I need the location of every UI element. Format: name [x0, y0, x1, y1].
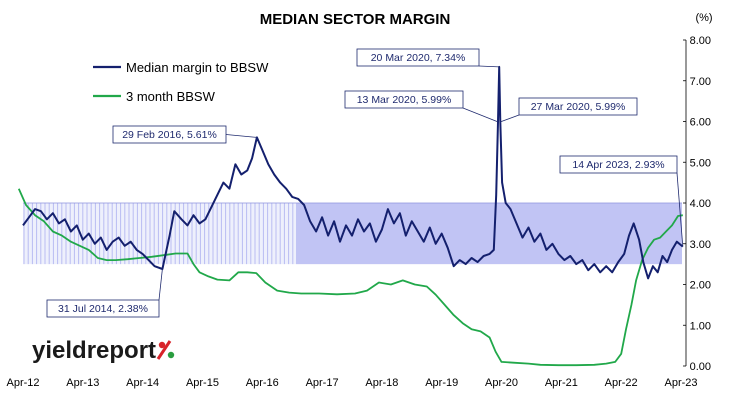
annotation-box: [344, 90, 464, 109]
annotation-box: [46, 299, 160, 318]
x-tick-label: Apr-12: [6, 377, 39, 389]
annotations: 20 Mar 2020, 7.34% 13 Mar 2020, 5.99% 27 M…: [46, 48, 684, 318]
series-line-bbsw: [17, 188, 683, 367]
y-tick-label: 5.00: [690, 157, 711, 169]
annotation-leader: [676, 172, 684, 247]
x-tick-label: Apr-16: [246, 377, 279, 389]
annotation-label: 14 Apr 2023, 2.93%: [572, 159, 664, 171]
annotation-box: [559, 155, 678, 174]
annotation-box: [518, 97, 638, 116]
x-tick-label: Apr-15: [186, 377, 219, 389]
annotation-label: 27 Mar 2020, 5.99%: [531, 101, 626, 113]
x-tick-label: Apr-13: [66, 377, 99, 389]
logo-percent-icon: [156, 340, 175, 360]
y-tick-label: 0.00: [690, 361, 711, 373]
y-tick-label: 4.00: [690, 198, 711, 210]
x-axis-ticks: Apr-12 Apr-13 Apr-14 Apr-15 Apr-16 Apr-17 Apr-…: [6, 377, 697, 389]
x-tick-label: Apr-19: [425, 377, 458, 389]
x-tick-label: Apr-23: [664, 377, 697, 389]
y-tick-label: 1.00: [690, 320, 711, 332]
y-axis-ticks: 0.00 1.00 2.00 3.00 4.00 5.00 6.00 7.00 8.00: [683, 35, 711, 373]
logo-text: yieldreport: [32, 337, 156, 364]
y-tick-label: 6.00: [690, 117, 711, 129]
x-tick-label: Apr-21: [545, 377, 578, 389]
range-band: [23, 202, 682, 265]
x-tick-label: Apr-14: [126, 377, 159, 389]
y-tick-label: 7.00: [690, 76, 711, 88]
annotation-box: [112, 125, 227, 144]
chart-title: MEDIAN SECTOR MARGIN: [260, 11, 451, 28]
x-tick-label: Apr-20: [485, 377, 518, 389]
x-tick-label: Apr-18: [365, 377, 398, 389]
x-tick-label: Apr-22: [605, 377, 638, 389]
series-line-median-margin: [22, 65, 684, 280]
y-axis-unit: (%): [695, 12, 712, 24]
y-tick-label: 8.00: [690, 35, 711, 47]
annotation-leader: [500, 114, 520, 123]
annotation-label: 29 Feb 2016, 5.61%: [122, 129, 217, 141]
annotation-label: 13 Mar 2020, 5.99%: [357, 94, 452, 106]
annotation-box: [356, 48, 480, 67]
annotation-label: 20 Mar 2020, 7.34%: [371, 52, 466, 64]
annotation-leader: [478, 65, 500, 68]
legend-label-median-margin: Median margin to BBSW: [126, 60, 269, 75]
y-tick-label: 3.00: [690, 239, 711, 251]
legend-label-bbsw: 3 month BBSW: [126, 89, 216, 104]
annotation-leader: [225, 134, 257, 138]
x-tick-label: Apr-17: [306, 377, 339, 389]
annotation-leader: [158, 268, 163, 301]
yieldreport-logo: yieldreport: [32, 337, 175, 364]
annotation-label: 31 Jul 2014, 2.38%: [58, 303, 148, 315]
y-tick-label: 2.00: [690, 280, 711, 292]
legend: Median margin to BBSW 3 month BBSW: [93, 60, 269, 104]
series-layer: [17, 65, 684, 367]
annotation-leader: [462, 107, 499, 123]
